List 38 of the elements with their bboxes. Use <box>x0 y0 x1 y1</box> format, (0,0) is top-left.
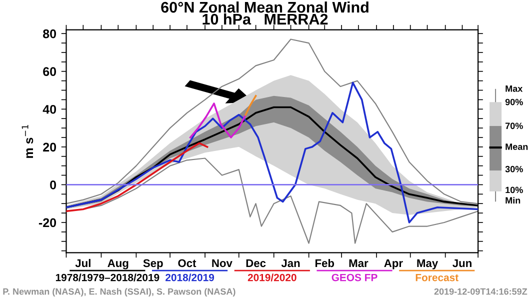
text: 70% <box>505 122 523 130</box>
text: 2018/2019 <box>166 274 214 282</box>
y-tick-label: 80 <box>43 29 56 38</box>
text: GEOS FP <box>332 274 378 282</box>
x-tick-label: Mar <box>349 259 368 268</box>
text: Forecast <box>416 274 458 282</box>
x-tick-label: Jan <box>281 259 300 268</box>
line-series <box>189 102 247 138</box>
text: 10% <box>506 186 523 194</box>
text: Min <box>506 196 520 204</box>
text: 1978/1979–2018/2019 <box>56 274 160 282</box>
x-tick-label: Nov <box>212 259 232 268</box>
y-axis-title: m s$^{−1}$ <box>22 125 34 158</box>
x-tick-label: Aug <box>108 259 128 270</box>
y-tick-label: 40 <box>42 104 56 114</box>
x-tick-label: Jun <box>452 259 472 268</box>
x-tick-label: Apr <box>384 259 403 270</box>
y-tick-label: 0 <box>50 180 56 190</box>
x-tick-label: Dec <box>246 259 266 268</box>
text: 2019/2020 <box>248 274 296 282</box>
chart-title: 60°N Zonal Mean Zonal Wind <box>161 1 368 13</box>
y-tick-label: 60 <box>43 67 56 76</box>
x-tick-label: Sep <box>143 259 163 270</box>
text: Mean <box>506 144 528 150</box>
chart-subtitle: 10 hPa MERRA2 <box>202 13 328 25</box>
text: 2019-12-09T14:16:59Z <box>434 288 528 295</box>
text: P. Newman (NASA), E. Nash (SSAI), S. Pawson (NASA) <box>3 288 236 297</box>
line-series <box>66 142 208 212</box>
y-tick-label: 20 <box>43 142 56 152</box>
y-tick-label: -20 <box>38 218 56 228</box>
x-tick-label: May <box>417 259 438 270</box>
text: Max <box>506 86 523 92</box>
text: 90% <box>505 98 523 106</box>
text: 30% <box>505 166 523 172</box>
x-tick-label: Oct <box>178 259 196 268</box>
line-series <box>66 38 478 204</box>
x-tick-label: Feb <box>315 258 334 268</box>
x-tick-label: Jul <box>75 258 90 268</box>
